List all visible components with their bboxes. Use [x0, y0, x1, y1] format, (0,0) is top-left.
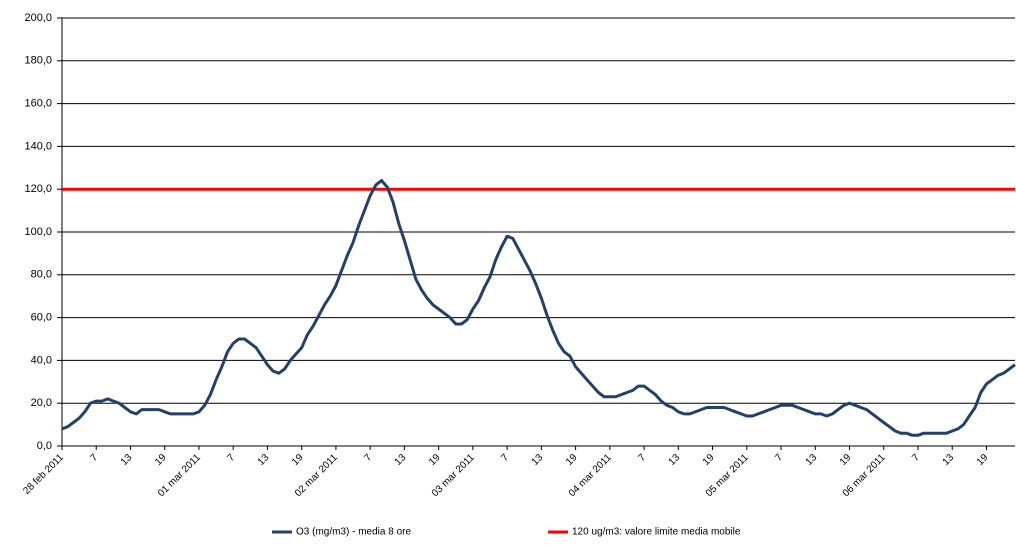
y-tick-label: 200,0 [24, 12, 52, 24]
y-tick-label: 80,0 [31, 269, 52, 281]
x-tick-label: 7 [499, 452, 511, 464]
x-tick-label: 19 [290, 452, 306, 468]
x-tick-label: 13 [804, 452, 820, 468]
x-tick-label: 19 [564, 452, 580, 468]
x-tick-label: 13 [667, 452, 683, 468]
x-tick-label: 19 [838, 452, 854, 468]
x-tick-label: 19 [427, 452, 443, 468]
y-tick-label: 160,0 [24, 98, 52, 110]
x-tick-label: 13 [256, 452, 272, 468]
x-tick-label: 19 [701, 452, 717, 468]
y-tick-label: 40,0 [31, 354, 52, 366]
x-tick-label: 19 [975, 452, 991, 468]
x-tick-label: 13 [393, 452, 409, 468]
x-tick-label: 28 feb 2011 [21, 452, 66, 497]
y-tick-label: 140,0 [24, 140, 52, 152]
x-tick-label: 7 [225, 452, 237, 464]
series-line [61, 179, 1016, 437]
y-tick-label: 180,0 [24, 55, 52, 67]
legend-label: O3 (mg/m3) - media 8 ore [296, 527, 411, 538]
x-tick-label: 19 [153, 452, 169, 468]
legend-label: 120 ug/m3: valore limite media mobile [572, 527, 741, 538]
x-tick-label: 7 [362, 452, 374, 464]
x-tick-label: 13 [530, 452, 546, 468]
y-tick-label: 20,0 [31, 397, 52, 409]
y-tick-label: 120,0 [24, 183, 52, 195]
x-tick-label: 13 [119, 452, 135, 468]
x-tick-label: 7 [773, 452, 785, 464]
x-tick-label: 7 [910, 452, 922, 464]
x-tick-label: 7 [89, 452, 101, 464]
y-tick-label: 100,0 [24, 226, 52, 238]
y-tick-label: 0,0 [37, 440, 52, 452]
x-tick-label: 7 [636, 452, 648, 464]
y-tick-label: 60,0 [31, 312, 52, 324]
x-tick-label: 13 [941, 452, 957, 468]
